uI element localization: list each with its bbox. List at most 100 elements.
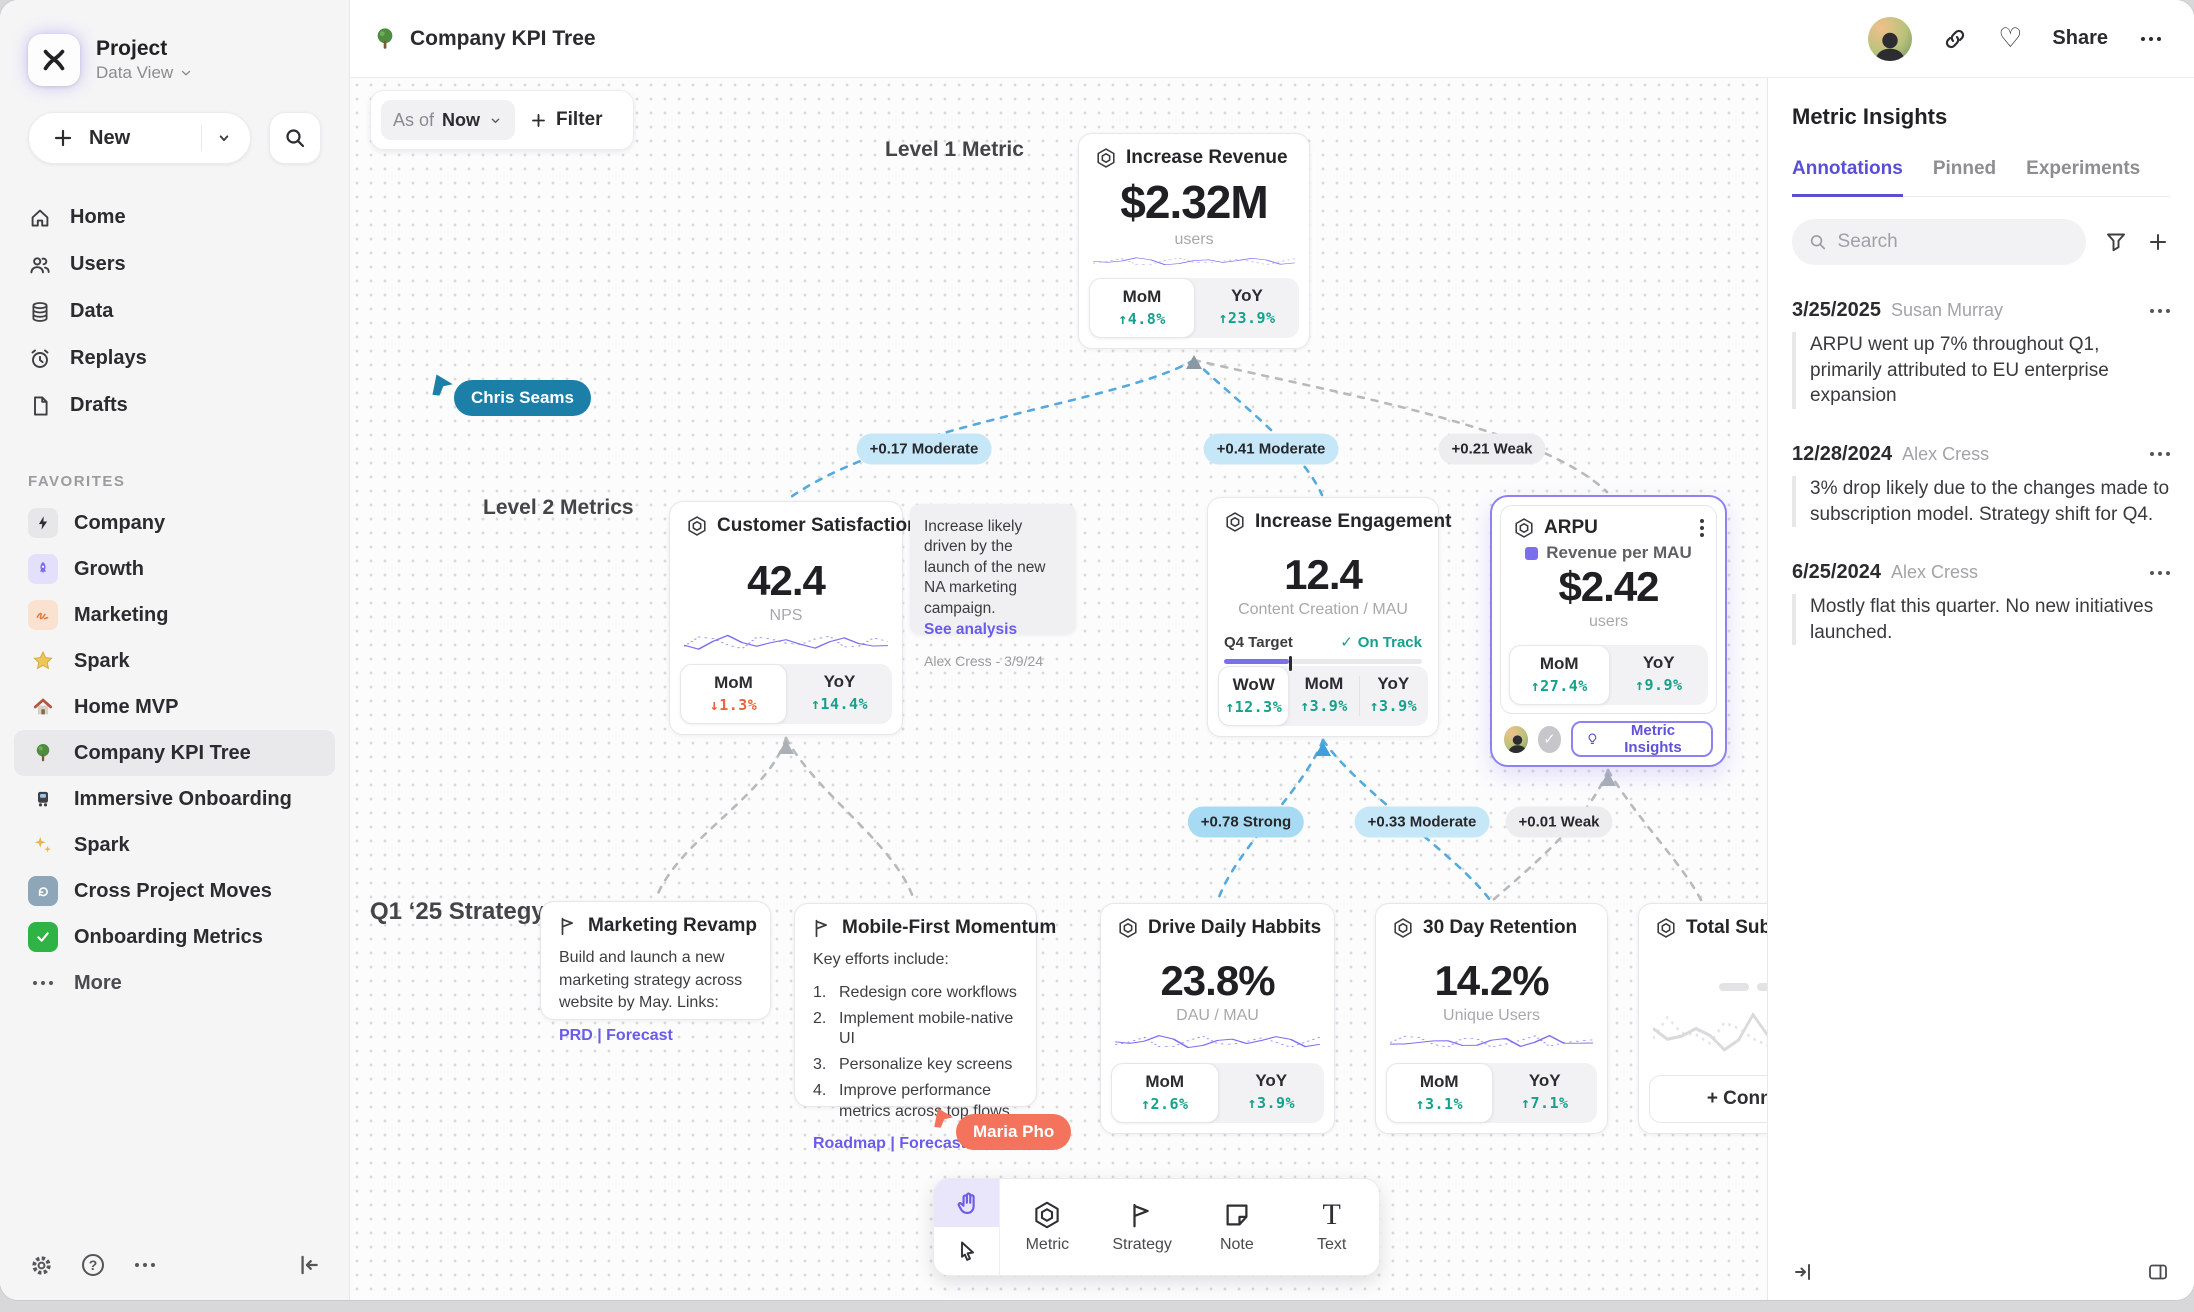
avatar[interactable] bbox=[1868, 16, 1913, 61]
connect-data-button[interactable]: + Connect bbox=[1649, 1075, 1767, 1123]
split-panel-icon[interactable] bbox=[2146, 1258, 2170, 1286]
stat-row: MoM ↑4.8% YoY ↑23.9% bbox=[1089, 278, 1299, 338]
correlation-badge[interactable]: +0.41 Moderate bbox=[1203, 433, 1339, 465]
favorite-growth[interactable]: Growth bbox=[14, 546, 335, 592]
sidebar-search-button[interactable] bbox=[269, 112, 321, 164]
see-analysis-link[interactable]: See analysis bbox=[924, 621, 1018, 639]
project-view-switcher[interactable]: Data View bbox=[96, 63, 193, 83]
metric-card-total-subscriptions[interactable]: Total Subscript + Connect bbox=[1638, 903, 1767, 1134]
sidebar-item-data[interactable]: Data bbox=[0, 288, 349, 335]
favorite-company[interactable]: Company bbox=[14, 500, 335, 546]
logo-x-icon bbox=[43, 49, 65, 71]
strategy-links[interactable]: Roadmap | Forecast bbox=[813, 1134, 966, 1152]
share-button[interactable]: Share bbox=[2052, 27, 2108, 49]
stat-row: WoW ↑12.3% MoM ↑3.9% YoY ↑3.9% bbox=[1218, 666, 1428, 726]
sidebar-more-button[interactable]: More bbox=[14, 960, 335, 1006]
topbar-more-icon[interactable] bbox=[2138, 26, 2164, 52]
metric-unit: users bbox=[1174, 231, 1214, 248]
annotation-menu-icon[interactable] bbox=[2150, 308, 2170, 313]
sidebar-item-home[interactable]: Home bbox=[0, 194, 349, 241]
favorite-spark[interactable]: Spark bbox=[14, 638, 335, 684]
new-dropdown-chevron-icon[interactable] bbox=[206, 128, 242, 148]
panel-title: Metric Insights bbox=[1792, 104, 1948, 129]
annotation-note-card[interactable]: Increase likely driven by the launch of … bbox=[910, 504, 1076, 669]
metric-card-drive-daily-habbits[interactable]: Drive Daily Habbits 23.8% DAU / MAU MoM … bbox=[1100, 903, 1335, 1134]
stat-mom: MoM ↑4.8% bbox=[1089, 278, 1195, 338]
metric-card-arpu[interactable]: ARPU Revenue per MAU $2.42 users MoM bbox=[1490, 495, 1727, 767]
chevron-down-icon bbox=[181, 70, 191, 76]
favorite-company-kpi-tree[interactable]: Company KPI Tree bbox=[14, 730, 335, 776]
settings-gear-icon[interactable] bbox=[28, 1252, 54, 1278]
collapse-sidebar-icon[interactable] bbox=[295, 1252, 321, 1278]
stat-row: MoM ↑2.6% YoY ↑3.9% bbox=[1111, 1063, 1324, 1123]
select-tool-button[interactable] bbox=[934, 1227, 999, 1275]
add-annotation-icon[interactable] bbox=[2146, 230, 2170, 254]
metric-hexagon-icon bbox=[1097, 148, 1115, 168]
tab-pinned[interactable]: Pinned bbox=[1932, 158, 1997, 179]
metric-card-customer-satisfaction[interactable]: Customer Satisfaction 42.4 NPS MoM ↓1.3%… bbox=[669, 501, 919, 735]
favorite-spark-2[interactable]: Spark bbox=[14, 822, 335, 868]
as-of-dropdown[interactable]: As of Now bbox=[381, 100, 516, 140]
metric-unit: users bbox=[1588, 613, 1629, 630]
correlation-badge[interactable]: +0.17 Moderate bbox=[856, 433, 992, 465]
tab-experiments[interactable]: Experiments bbox=[2026, 158, 2141, 179]
search-input[interactable] bbox=[1837, 231, 2070, 253]
note-author: Alex Cress - 3/9/24 bbox=[924, 653, 1044, 670]
tool-metric[interactable]: Metric bbox=[1000, 1179, 1095, 1275]
tool-note[interactable]: Note bbox=[1190, 1179, 1285, 1275]
sidebar-item-replays[interactable]: Replays bbox=[0, 335, 349, 382]
favorite-home-mvp[interactable]: Home MVP bbox=[14, 684, 335, 730]
annotation-menu-icon[interactable] bbox=[2150, 452, 2170, 457]
avatar bbox=[1504, 725, 1528, 753]
filter-funnel-icon[interactable] bbox=[2104, 230, 2128, 254]
tool-label: Strategy bbox=[1112, 1236, 1172, 1253]
kpi-canvas[interactable]: As of Now Filter Level 1 Metric bbox=[350, 78, 1767, 1300]
annotation-menu-icon[interactable] bbox=[2150, 570, 2170, 575]
annotation-item[interactable]: 3/25/2025 Susan Murray ARPU went up 7% t… bbox=[1792, 299, 2170, 409]
tab-annotations[interactable]: Annotations bbox=[1792, 158, 1903, 197]
new-button[interactable]: New bbox=[28, 112, 251, 164]
sidebar-item-drafts[interactable]: Drafts bbox=[0, 382, 349, 429]
correlation-badge[interactable]: +0.21 Weak bbox=[1438, 433, 1546, 465]
metric-card-increase-engagement[interactable]: Increase Engagement 12.4 Content Creatio… bbox=[1207, 497, 1451, 737]
connector-revenue-arpu bbox=[1192, 358, 1609, 494]
house-icon bbox=[28, 692, 58, 722]
search-box[interactable] bbox=[1792, 219, 2086, 265]
favorite-heart-icon[interactable]: ♡ bbox=[1998, 23, 2023, 53]
strategy-links[interactable]: PRD | Forecast bbox=[559, 1027, 673, 1045]
strategy-card-mobile-first[interactable]: Mobile-First Momentum Key efforts includ… bbox=[794, 903, 1056, 1152]
link-icon[interactable] bbox=[1942, 26, 1968, 52]
metric-card-30-day-retention[interactable]: 30 Day Retention 14.2% Unique Users MoM … bbox=[1375, 903, 1608, 1134]
legend-swatch bbox=[1525, 546, 1539, 560]
annotation-item[interactable]: 12/28/2024 Alex Cress 3% drop likely due… bbox=[1792, 443, 2170, 528]
collapse-panel-icon[interactable] bbox=[1792, 1260, 1816, 1284]
strategy-list-item: 4. Improve performance metrics across top… bbox=[813, 1081, 1010, 1120]
metric-insights-button[interactable]: Metric Insights bbox=[1571, 721, 1713, 757]
annotation-item[interactable]: 6/25/2024 Alex Cress Mostly flat this qu… bbox=[1792, 561, 2170, 646]
tool-strategy[interactable]: Strategy bbox=[1095, 1179, 1190, 1275]
target-label: Q4 Target bbox=[1224, 633, 1293, 651]
correlation-badge[interactable]: +0.01 Weak bbox=[1505, 806, 1613, 838]
filter-label: Filter bbox=[556, 109, 603, 130]
tool-text[interactable]: T Text bbox=[1284, 1179, 1379, 1275]
help-icon[interactable] bbox=[80, 1252, 106, 1278]
strategy-card-marketing-revamp[interactable]: Marketing Revamp Build and launch a new … bbox=[540, 901, 771, 1044]
add-filter-button[interactable]: Filter bbox=[529, 109, 602, 131]
favorite-immersive-onboarding[interactable]: Immersive Onboarding bbox=[14, 776, 335, 822]
correlation-badge[interactable]: +0.78 Strong bbox=[1187, 806, 1305, 838]
card-menu-kebab-icon[interactable] bbox=[1700, 519, 1704, 537]
correlation-badge[interactable]: +0.33 Moderate bbox=[1354, 806, 1490, 838]
favorite-cross-project-moves[interactable]: Cross Project Moves bbox=[14, 868, 335, 914]
metric-card-increase-revenue[interactable]: Increase Revenue $2.32M users MoM ↑4.8% … bbox=[1078, 133, 1310, 349]
sidebar-item-users[interactable]: Users bbox=[0, 241, 349, 288]
metric-hexagon-icon bbox=[688, 516, 706, 536]
more-options-icon[interactable] bbox=[132, 1252, 158, 1278]
panel-search-row bbox=[1792, 219, 2170, 265]
favorite-marketing[interactable]: Marketing bbox=[14, 592, 335, 638]
project-logo[interactable] bbox=[28, 34, 80, 86]
annotation-date: 6/25/2024 bbox=[1792, 561, 1881, 584]
hand-tool-button[interactable] bbox=[934, 1179, 999, 1227]
favorite-onboarding-metrics[interactable]: Onboarding Metrics bbox=[14, 914, 335, 960]
note-icon bbox=[1226, 1204, 1248, 1226]
search-icon bbox=[1810, 235, 1826, 250]
